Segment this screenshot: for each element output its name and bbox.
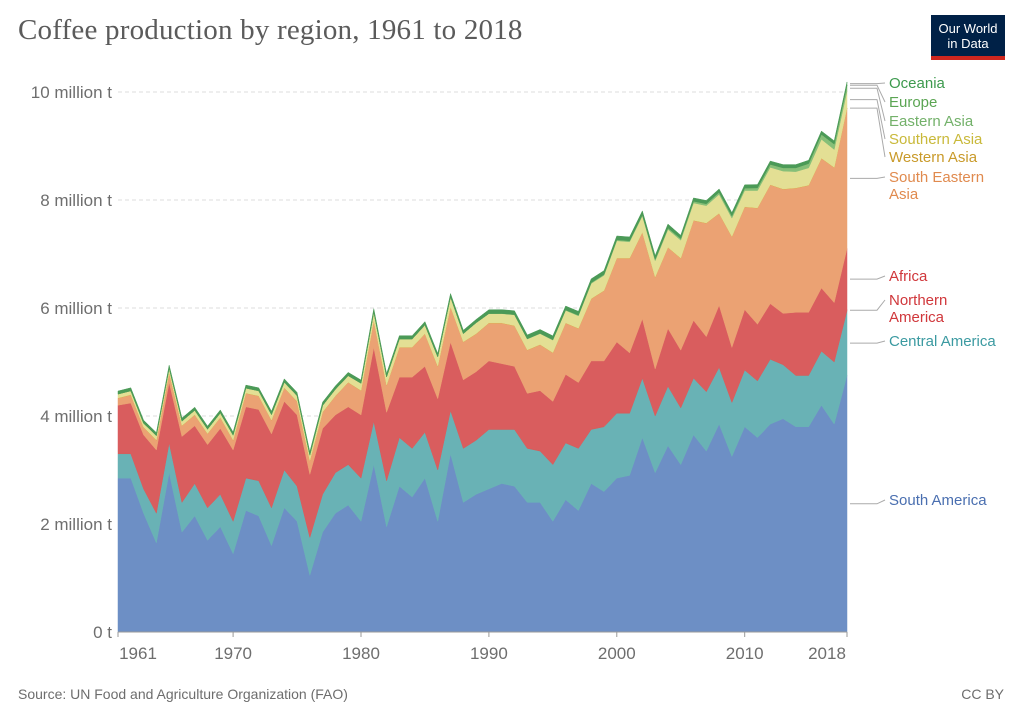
- chart-title: Coffee production by region, 1961 to 201…: [18, 14, 523, 46]
- legend-label: Europe: [889, 94, 937, 111]
- x-tick-label: 1970: [214, 644, 252, 663]
- legend-label: South America: [889, 492, 987, 509]
- area-oceania: [117, 81, 848, 456]
- x-tick-label: 2000: [598, 644, 636, 663]
- legend-item-south-america: South America: [850, 492, 987, 509]
- y-tick-label: 8 million t: [40, 191, 112, 210]
- license-note[interactable]: CC BY: [961, 686, 1004, 702]
- x-tick-label: 1980: [342, 644, 380, 663]
- legend-label: America: [889, 309, 945, 326]
- legend-label: Oceania: [889, 75, 946, 92]
- legend-item-africa: Africa: [850, 268, 928, 285]
- legend-leader-line: [850, 340, 886, 344]
- legend-leader-line: [850, 99, 886, 140]
- axes: [117, 631, 848, 637]
- legend-leader-line: [850, 84, 886, 103]
- logo-line-2: in Data: [947, 36, 989, 51]
- legend-label: Central America: [889, 333, 996, 350]
- legend-label: Asia: [889, 186, 919, 203]
- legend-leader-line: [850, 299, 886, 311]
- legend-leader-line: [850, 87, 886, 122]
- y-tick-label: 6 million t: [40, 299, 112, 318]
- legend-leader-line: [850, 82, 886, 85]
- legend-label: Eastern Asia: [889, 113, 974, 130]
- x-tick-label: 1961: [119, 644, 157, 663]
- legend-item-oceania: Oceania: [850, 75, 946, 92]
- x-tick-label: 2018: [808, 644, 846, 663]
- legend-label: Western Asia: [889, 149, 978, 166]
- legend-leader-line: [850, 275, 886, 280]
- legend-item-southern-asia: Southern Asia: [850, 99, 983, 148]
- legend-item-eastern-asia: Eastern Asia: [850, 87, 974, 130]
- y-tick-label: 2 million t: [40, 515, 112, 534]
- y-tick-label: 10 million t: [31, 83, 113, 102]
- owid-logo[interactable]: Our World in Data: [931, 15, 1005, 60]
- legend-label: Africa: [889, 268, 928, 285]
- legend-label: Southern Asia: [889, 131, 983, 148]
- legend-leader-line: [850, 499, 886, 505]
- x-tick-label: 1990: [470, 644, 508, 663]
- area-series: [117, 81, 848, 633]
- logo-line-1: Our World: [938, 21, 998, 36]
- legend-item-europe: Europe: [850, 84, 937, 111]
- tick-labels: 0 t 2 million t 4 million t 6 million t 8 mi…: [31, 83, 846, 663]
- legend-item-western-asia: Western Asia: [850, 107, 978, 166]
- source-note[interactable]: Source: UN Food and Agriculture Organiza…: [18, 686, 348, 702]
- y-tick-label: 0 t: [93, 623, 112, 642]
- legend-item-central-america: Central America: [850, 333, 996, 350]
- legend-leader-line: [850, 176, 886, 179]
- legend-leader-line: [850, 107, 886, 158]
- legend-label: Northern: [889, 292, 947, 309]
- legend-label: South Eastern: [889, 169, 984, 186]
- x-tick-label: 2010: [726, 644, 764, 663]
- y-tick-label: 4 million t: [40, 407, 112, 426]
